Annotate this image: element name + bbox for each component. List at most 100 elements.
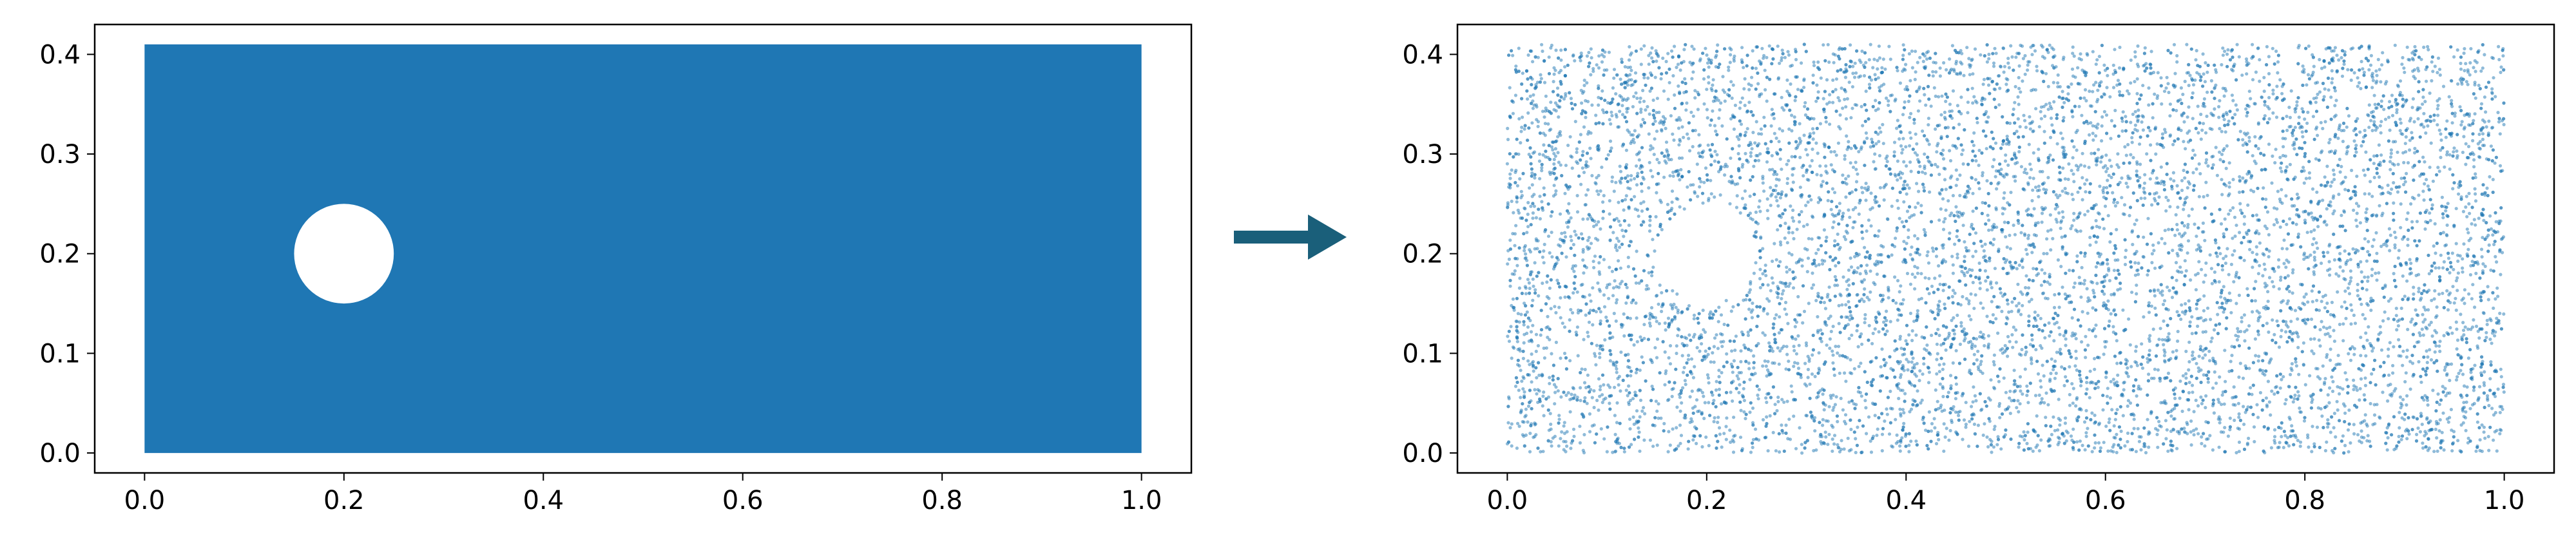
data-point [2028, 176, 2032, 180]
data-point [2204, 330, 2207, 334]
data-point [1985, 288, 1989, 292]
left-y-tick-label: 0.1 [39, 339, 81, 369]
data-point [2070, 224, 2074, 228]
data-point [2100, 139, 2104, 143]
data-point [1908, 410, 1912, 414]
data-point [1967, 302, 1971, 305]
data-point [2462, 333, 2466, 337]
data-point [2160, 132, 2164, 136]
data-point [1696, 195, 1700, 198]
data-point [2204, 131, 2208, 135]
data-point [1956, 256, 1959, 260]
data-point [1847, 400, 1851, 404]
data-point [1514, 224, 1518, 227]
data-point [1649, 306, 1654, 310]
data-point [2401, 274, 2405, 278]
data-point [1767, 44, 1771, 48]
data-point [1989, 280, 1993, 284]
data-point [2019, 90, 2023, 94]
data-point [1935, 150, 1939, 154]
data-point [1618, 110, 1622, 113]
data-point [1599, 227, 1602, 231]
data-point [1548, 412, 1552, 416]
data-point [1867, 185, 1870, 189]
data-point [2332, 178, 2336, 182]
data-point [2079, 229, 2082, 233]
data-point [1570, 267, 1574, 271]
data-point [1898, 444, 1902, 448]
data-point [1898, 81, 1902, 85]
data-point [1908, 282, 1912, 286]
data-point [1540, 43, 1544, 46]
data-point [1964, 246, 1968, 250]
data-point [1845, 182, 1849, 186]
data-point [2437, 344, 2441, 348]
data-point [1787, 417, 1791, 421]
data-point [1937, 300, 1941, 303]
data-point [1514, 93, 1517, 97]
data-point [2262, 305, 2265, 310]
data-point [1867, 218, 1870, 222]
data-point [1637, 158, 1641, 162]
left-y-tick-label: 0.3 [39, 140, 81, 169]
data-point [1812, 131, 1816, 135]
data-point [2129, 58, 2133, 62]
data-point [1972, 95, 1976, 99]
data-point [1923, 276, 1927, 280]
data-point [1556, 135, 1560, 139]
data-point [2175, 53, 2179, 58]
data-point [2408, 258, 2412, 262]
data-point [1816, 200, 1820, 204]
data-point [2230, 354, 2234, 358]
data-point [2127, 317, 2131, 321]
data-point [2112, 309, 2116, 312]
data-point [2112, 269, 2116, 273]
data-point [2154, 152, 2158, 156]
data-point [1697, 133, 1701, 137]
data-point [1980, 244, 1984, 248]
data-point [1838, 202, 1841, 206]
data-point [2331, 389, 2335, 394]
data-point [2155, 176, 2158, 180]
data-point [1586, 188, 1590, 192]
data-point [1990, 300, 1994, 303]
data-point [1878, 154, 1881, 158]
data-point [1516, 208, 1520, 212]
data-point [2369, 119, 2373, 122]
data-point [1764, 88, 1767, 91]
data-point [2183, 259, 2187, 263]
data-point [1825, 343, 1829, 347]
data-point [2396, 150, 2399, 154]
data-point [1760, 92, 1764, 96]
data-point [1820, 262, 1825, 266]
data-point [2093, 414, 2097, 417]
data-point [2110, 164, 2113, 168]
data-point [2474, 223, 2477, 227]
data-point [1958, 342, 1962, 347]
data-point [1700, 390, 1704, 394]
data-point [1974, 178, 1977, 182]
data-point [1543, 81, 1547, 84]
data-point [1780, 292, 1784, 296]
data-point [1951, 271, 1955, 275]
data-point [1992, 360, 1995, 364]
data-point [2094, 323, 2098, 327]
data-point [2230, 345, 2234, 349]
data-point [1625, 110, 1629, 114]
data-point [2055, 220, 2059, 224]
data-point [2136, 44, 2140, 48]
data-point [2201, 349, 2205, 353]
data-point [2057, 211, 2061, 215]
data-point [1858, 272, 1862, 276]
data-point [1784, 284, 1788, 288]
data-point [1907, 52, 1911, 56]
data-point [1564, 91, 1568, 96]
data-point [2227, 212, 2231, 216]
data-point [1827, 101, 1831, 104]
data-point [2053, 293, 2057, 297]
data-point [1559, 48, 1563, 52]
data-point [1690, 389, 1694, 393]
data-point [2399, 306, 2403, 311]
data-point [2461, 150, 2465, 155]
data-point [1575, 325, 1579, 329]
